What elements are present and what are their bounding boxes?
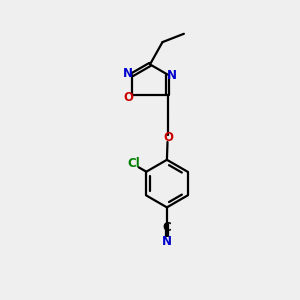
Text: Cl: Cl xyxy=(128,157,140,170)
Text: N: N xyxy=(167,69,177,82)
Text: N: N xyxy=(162,235,172,248)
Text: C: C xyxy=(163,221,171,234)
Text: O: O xyxy=(123,91,133,103)
Text: O: O xyxy=(164,131,173,144)
Text: N: N xyxy=(123,67,133,80)
